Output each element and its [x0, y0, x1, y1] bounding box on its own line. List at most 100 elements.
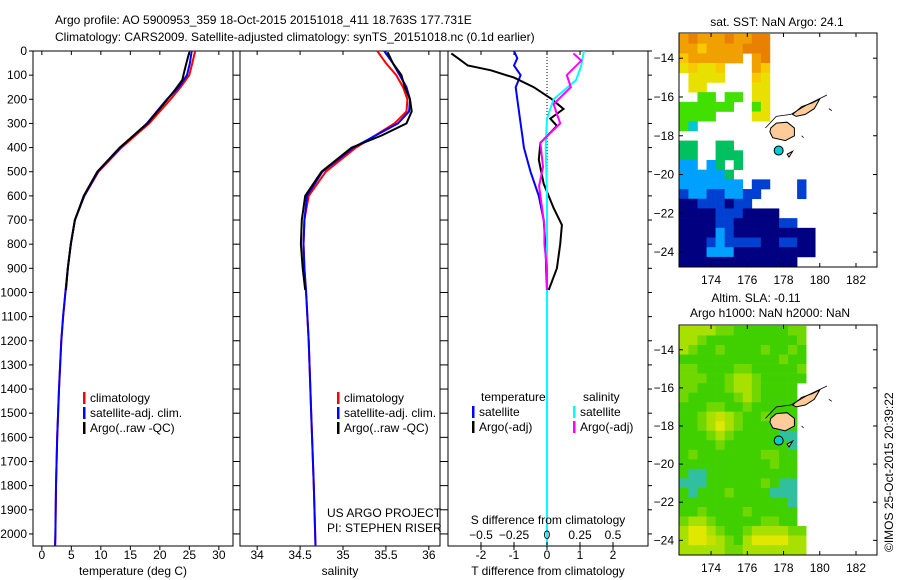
heatmap-cell: [751, 411, 762, 422]
x-axis-label: temperature (deg C): [79, 564, 187, 578]
x2-tick-label: 0.25: [568, 528, 592, 542]
x-tick-label: -2: [476, 548, 487, 562]
heatmap-cell: [697, 459, 707, 470]
heatmap-cell: [715, 506, 725, 517]
heatmap-cell: [742, 208, 753, 219]
heatmap-cell: [715, 33, 725, 44]
heatmap-cell: [688, 364, 698, 374]
heatmap-cell: [679, 179, 689, 190]
heatmap-cell: [688, 545, 698, 555]
heatmap-cell: [706, 159, 716, 170]
legend-swatch: [472, 406, 475, 418]
heatmap-cell: [706, 545, 716, 555]
heatmap-cell: [706, 459, 716, 470]
lon-tick-label: 176: [737, 273, 757, 287]
heatmap-cell: [706, 402, 716, 413]
y-tick-label: 1300: [0, 358, 27, 372]
heatmap-cell: [724, 506, 735, 517]
heatmap-cell: [697, 82, 707, 93]
heatmap-cell: [706, 526, 716, 536]
heatmap-cell: [760, 53, 771, 64]
lat-tick-label: −14: [654, 51, 675, 65]
heatmap-cell: [679, 516, 689, 527]
heatmap-cell: [697, 111, 707, 122]
legend-label: satellite-adj. clim.: [344, 406, 436, 420]
heatmap-cell: [778, 487, 789, 498]
heatmap-cell: [724, 43, 735, 54]
heatmap-cell: [706, 256, 716, 267]
lat-tick-label: −20: [654, 457, 675, 471]
heatmap-cell: [706, 43, 716, 54]
x-tick-label: 0: [544, 548, 551, 562]
heatmap-cell: [688, 140, 698, 151]
heatmap-cell: [769, 545, 780, 555]
heatmap-cell: [733, 150, 744, 161]
heatmap-cell: [679, 449, 689, 460]
heatmap-cell: [760, 218, 771, 229]
heatmap-cell: [760, 430, 771, 441]
heatmap-cell: [742, 459, 753, 470]
heatmap-cell: [742, 345, 753, 355]
heatmap-cell: [733, 364, 744, 374]
heatmap-cell: [679, 227, 689, 238]
heatmap-cell: [760, 256, 771, 267]
heatmap-cell: [733, 421, 744, 432]
annotation-project: US ARGO PROJECT: [327, 506, 442, 520]
heatmap-cell: [688, 256, 698, 267]
series-line-s-satellite: [544, 50, 585, 546]
heatmap-cell: [742, 33, 753, 44]
lat-tick-label: −16: [654, 90, 675, 104]
heatmap-cell: [706, 345, 716, 355]
heatmap-cell: [715, 545, 725, 555]
heatmap-cell: [688, 440, 698, 451]
heatmap-cell: [697, 411, 707, 422]
heatmap-cell: [715, 198, 725, 209]
x-tick-label: -1: [509, 548, 520, 562]
heatmap-cell: [724, 545, 735, 555]
heatmap-cell: [760, 497, 771, 508]
x-tick-label: 36: [422, 548, 436, 562]
heatmap-cell: [797, 373, 807, 384]
heatmap-cell: [679, 43, 689, 54]
heatmap-cell: [697, 208, 707, 219]
heatmap-cell: [778, 345, 789, 355]
heatmap-cell: [751, 237, 762, 248]
heatmap-cell: [760, 63, 771, 74]
heatmap-cell: [715, 459, 725, 470]
heatmap-cell: [751, 468, 762, 479]
heatmap-cell: [751, 101, 762, 112]
heatmap-cell: [679, 402, 689, 413]
heatmap-cell: [724, 325, 735, 336]
heatmap-cell: [688, 82, 698, 93]
heatmap-cell: [697, 392, 707, 403]
heatmap-cell: [697, 237, 707, 248]
heatmap-cell: [751, 179, 762, 190]
lat-tick-label: −24: [654, 533, 675, 547]
heatmap-cell: [724, 140, 735, 151]
heatmap-cell: [706, 218, 716, 229]
heatmap-cell: [706, 179, 716, 190]
heatmap-cell: [679, 373, 689, 384]
heatmap-cell: [742, 198, 753, 209]
heatmap-cell: [797, 545, 807, 555]
island-landmass: [791, 388, 822, 408]
heatmap-cell: [697, 335, 707, 346]
heatmap-cell: [688, 430, 698, 441]
lon-tick-label: 174: [701, 561, 721, 575]
heatmap-cell: [715, 516, 725, 527]
heatmap-cell: [679, 487, 689, 498]
heatmap-cell: [742, 440, 753, 451]
heatmap-cell: [769, 526, 780, 536]
x-tick-label: 0: [39, 548, 46, 562]
difference-panel: -2 -1 0 1 2 T difference from climatology −0.5…: [444, 50, 652, 578]
heatmap-cell: [742, 256, 753, 267]
heatmap-cell: [679, 150, 689, 161]
island-landmass: [769, 121, 795, 142]
heatmap-cell: [769, 430, 780, 441]
heatmap-cell: [733, 335, 744, 346]
heatmap-cell: [688, 121, 698, 132]
heatmap-cell: [679, 535, 689, 546]
heatmap-cell: [679, 189, 689, 200]
heatmap-cell: [778, 256, 789, 267]
